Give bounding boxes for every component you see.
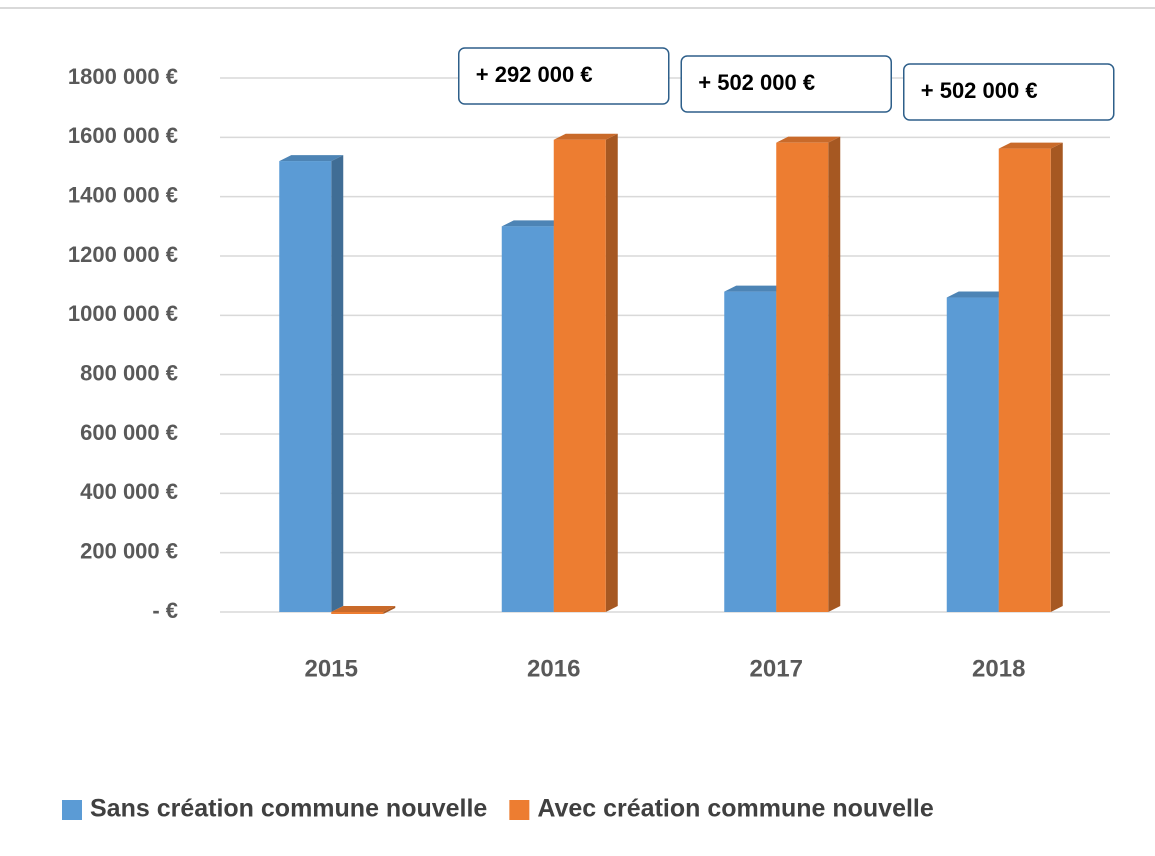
bar-top: [501, 220, 566, 227]
x-tick-label: 2016: [527, 655, 580, 682]
x-tick-label: 2018: [972, 655, 1025, 682]
annotation-box: [458, 47, 670, 105]
x-tick-label: 2015: [305, 655, 358, 682]
y-tick-label: 1000 000 €: [68, 301, 178, 326]
y-tick-label: - €: [152, 598, 178, 623]
y-tick-label: 1800 000 €: [68, 64, 178, 89]
bar: [279, 161, 332, 613]
bar-top: [279, 155, 344, 162]
bar-top: [998, 142, 1063, 149]
bar: [946, 297, 999, 612]
annotation: + 502 000 €: [698, 70, 815, 95]
y-tick-label: 200 000 €: [80, 538, 178, 563]
bar-top: [553, 133, 618, 140]
annotation-box: [903, 63, 1115, 121]
annotation-box: [680, 55, 892, 113]
bar: [724, 291, 777, 612]
annotation: + 292 000 €: [476, 62, 593, 87]
bar-side: [605, 133, 618, 612]
y-tick-label: 1600 000 €: [68, 123, 178, 148]
bar-top: [331, 606, 396, 612]
y-tick-label: 600 000 €: [80, 420, 178, 445]
legend-label: Sans création commune nouvelle: [90, 795, 487, 823]
bar: [331, 612, 384, 614]
y-tick-label: 800 000 €: [80, 360, 178, 385]
y-tick-label: 400 000 €: [80, 479, 178, 504]
bar-top: [724, 285, 789, 292]
bar-side: [1050, 142, 1063, 612]
legend-label: Avec création commune nouvelle: [537, 795, 934, 823]
bar: [776, 142, 829, 612]
y-tick-label: 1200 000 €: [68, 242, 178, 267]
annotation: + 502 000 €: [921, 78, 1038, 103]
bar-side: [331, 155, 344, 613]
bar: [501, 226, 554, 613]
bar: [553, 139, 606, 612]
legend-swatch: [62, 800, 82, 820]
y-tick-label: 1400 000 €: [68, 182, 178, 207]
bar: [998, 148, 1051, 612]
legend-swatch: [509, 800, 530, 820]
x-tick-label: 2017: [750, 655, 803, 682]
bar-top: [946, 291, 1011, 298]
bar-side: [828, 136, 841, 612]
bar-top: [776, 136, 841, 143]
bar-side: [383, 606, 396, 614]
